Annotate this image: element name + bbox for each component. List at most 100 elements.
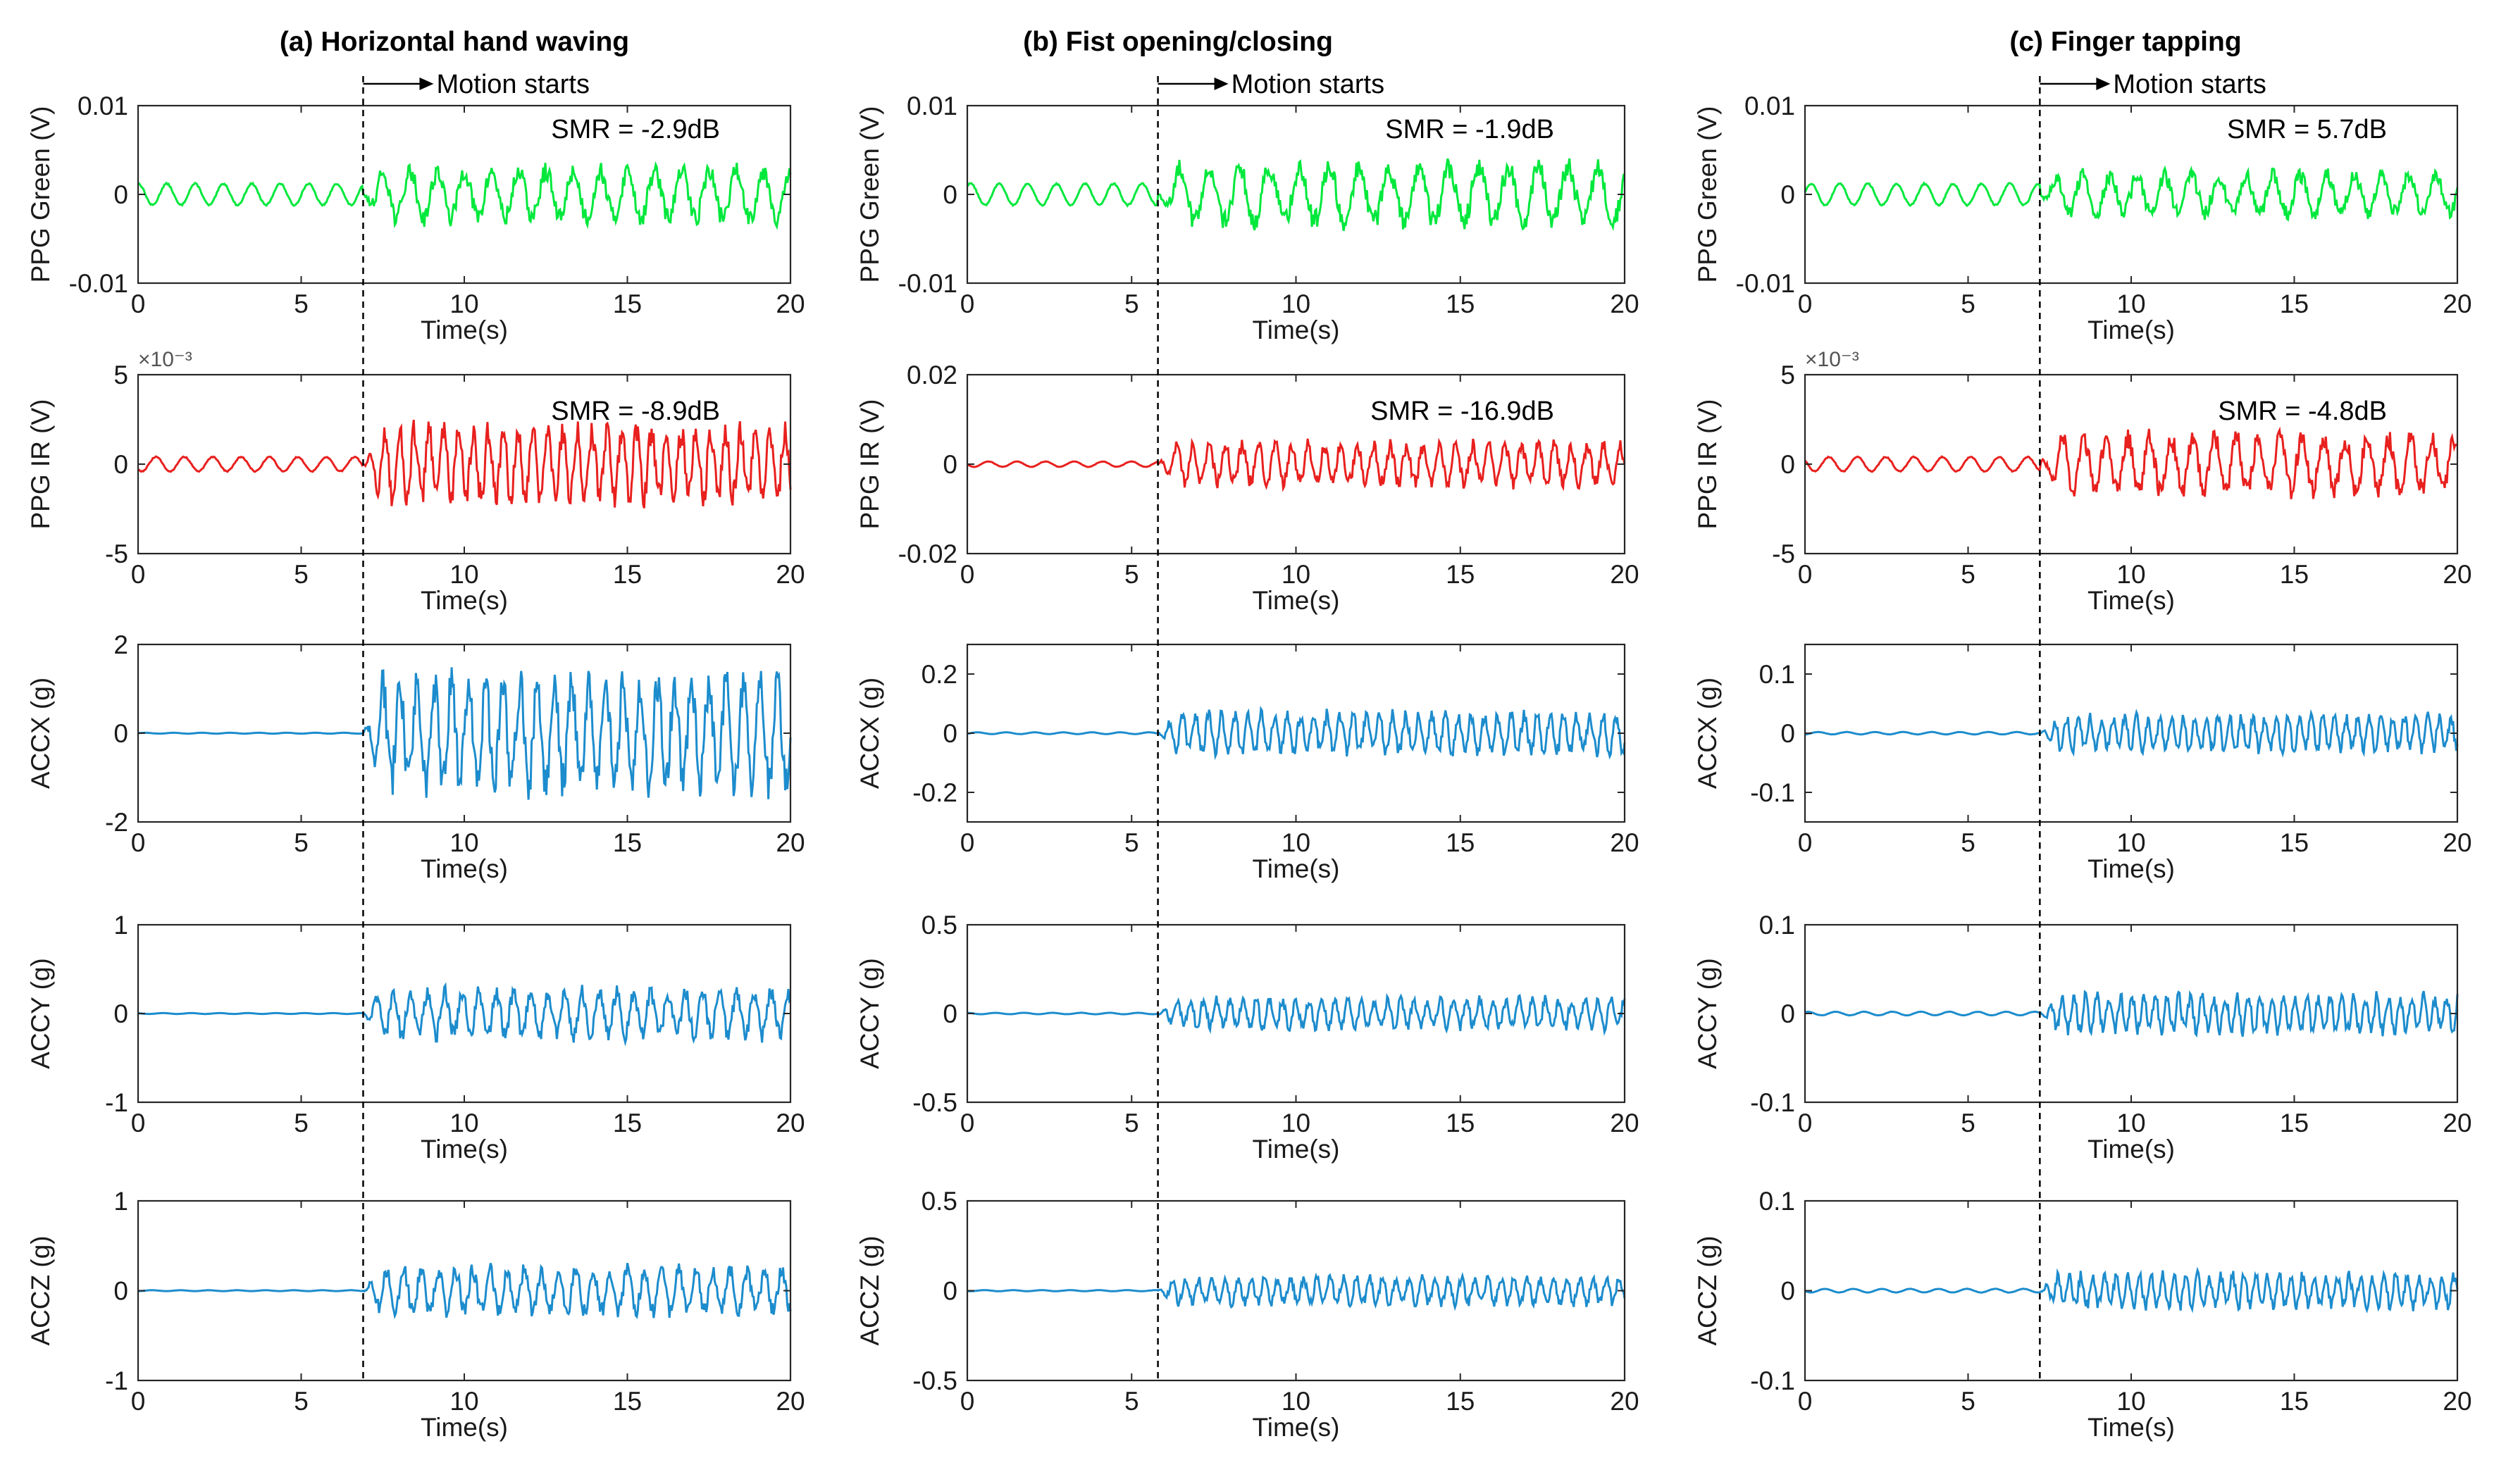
x-axis-label: Time(s)	[1253, 586, 1340, 615]
x-tick-label: 10	[2116, 560, 2145, 589]
x-axis-label: Time(s)	[421, 316, 508, 344]
x-tick-label: 5	[1124, 1109, 1139, 1137]
y-tick-label: 0	[1780, 999, 1795, 1028]
x-tick-label: 20	[2443, 828, 2471, 857]
motion-marker-2: Motion starts	[2039, 70, 2266, 1380]
x-tick-label: 0	[1798, 560, 1813, 589]
smr-annotation: SMR = -2.9dB	[551, 115, 720, 144]
x-axis-label: Time(s)	[2087, 586, 2175, 615]
smr-annotation: SMR = -4.8dB	[2218, 397, 2387, 426]
x-axis-label: Time(s)	[1253, 316, 1340, 344]
y-axis-label: PPG Green (V)	[26, 106, 55, 283]
x-tick-label: 20	[776, 1387, 805, 1416]
data-line	[967, 992, 1626, 1036]
x-axis-label: Time(s)	[2087, 1413, 2175, 1442]
y-tick-label: 0	[1780, 1277, 1795, 1306]
x-tick-label: 15	[1446, 289, 1475, 318]
x-tick-label: 15	[613, 560, 642, 589]
y-tick-label: 0.01	[907, 92, 957, 120]
column-title-a: (a) Horizontal hand waving	[280, 27, 629, 57]
data-line	[1804, 1266, 2459, 1314]
x-tick-label: 10	[449, 289, 478, 318]
x-tick-label: 0	[960, 560, 975, 589]
x-tick-label: 20	[776, 560, 805, 589]
x-tick-label: 15	[1446, 560, 1475, 589]
y-axis-label: ACCY (g)	[26, 958, 55, 1069]
y-tick-label: 0	[113, 1277, 128, 1306]
y-axis-label: ACCX (g)	[1693, 678, 1722, 789]
x-tick-label: 10	[2116, 828, 2145, 857]
x-tick-label: 0	[131, 560, 146, 589]
x-tick-label: 15	[2280, 1387, 2309, 1416]
x-axis-label: Time(s)	[421, 1135, 508, 1164]
x-tick-label: 0	[131, 828, 146, 857]
y-tick-label: -0.01	[898, 269, 957, 298]
x-tick-label: 5	[1124, 560, 1139, 589]
y-tick-label: -5	[1772, 540, 1795, 568]
x-tick-label: 20	[1610, 1387, 1639, 1416]
x-tick-label: 20	[1610, 560, 1639, 589]
smr-annotation: SMR = -1.9dB	[1385, 115, 1554, 144]
x-axis-label: Time(s)	[2087, 854, 2175, 883]
x-tick-label: 0	[1798, 1109, 1813, 1137]
x-tick-label: 5	[294, 1109, 309, 1137]
x-tick-label: 10	[449, 560, 478, 589]
x-tick-label: 10	[2116, 289, 2145, 318]
data-line	[137, 667, 792, 800]
y-axis-label: ACCX (g)	[26, 678, 55, 789]
data-line	[967, 1271, 1626, 1311]
x-tick-label: 10	[449, 1109, 478, 1137]
y-tick-label: 0	[943, 719, 957, 748]
y-tick-label: 0	[113, 999, 128, 1028]
y-tick-label: 0	[943, 450, 957, 479]
y-tick-label: 0.5	[922, 1187, 957, 1216]
y-axis-label: ACCZ (g)	[1693, 1235, 1722, 1345]
data-line	[137, 161, 792, 230]
x-tick-label: 20	[776, 1109, 805, 1137]
data-line	[1804, 426, 2459, 499]
y-axis-label: ACCZ (g)	[855, 1235, 884, 1345]
x-tick-label: 20	[2443, 1109, 2471, 1137]
x-axis-label: Time(s)	[421, 854, 508, 883]
y-tick-label: 2	[113, 630, 128, 659]
y-tick-label: 1	[113, 911, 128, 940]
x-tick-label: 5	[294, 560, 309, 589]
data-line	[967, 706, 1626, 761]
x-tick-label: 0	[960, 828, 975, 857]
y-tick-label: 0.1	[1759, 660, 1795, 689]
x-tick-label: 15	[2280, 289, 2309, 318]
x-tick-label: 15	[1446, 1387, 1475, 1416]
x-tick-label: 20	[1610, 289, 1639, 318]
y-tick-label: 0.1	[1759, 911, 1795, 940]
y-tick-label: -0.5	[912, 1366, 957, 1395]
y-tick-label: 0	[1780, 180, 1795, 209]
motion-marker-0: Motion starts	[362, 70, 590, 1380]
data-line	[1804, 709, 2459, 758]
motion-label: Motion starts	[436, 70, 590, 99]
axes-box	[1804, 923, 2459, 1104]
x-tick-label: 20	[2443, 1387, 2471, 1416]
y-axis-label: PPG IR (V)	[26, 399, 55, 529]
y-tick-label: 1	[113, 1187, 128, 1216]
y-tick-label: 0	[113, 719, 128, 748]
y-tick-label: -0.1	[1750, 1366, 1795, 1395]
y-tick-label: -5	[105, 540, 128, 568]
y-tick-label: 0	[943, 1277, 957, 1306]
x-tick-label: 15	[613, 289, 642, 318]
x-tick-label: 0	[960, 1387, 975, 1416]
x-tick-label: 5	[1961, 1387, 1975, 1416]
y-tick-label: 0	[113, 180, 128, 209]
x-axis-label: Time(s)	[2087, 1135, 2175, 1164]
smr-annotation: SMR = -16.9dB	[1370, 397, 1554, 426]
x-tick-label: 10	[1282, 289, 1310, 318]
